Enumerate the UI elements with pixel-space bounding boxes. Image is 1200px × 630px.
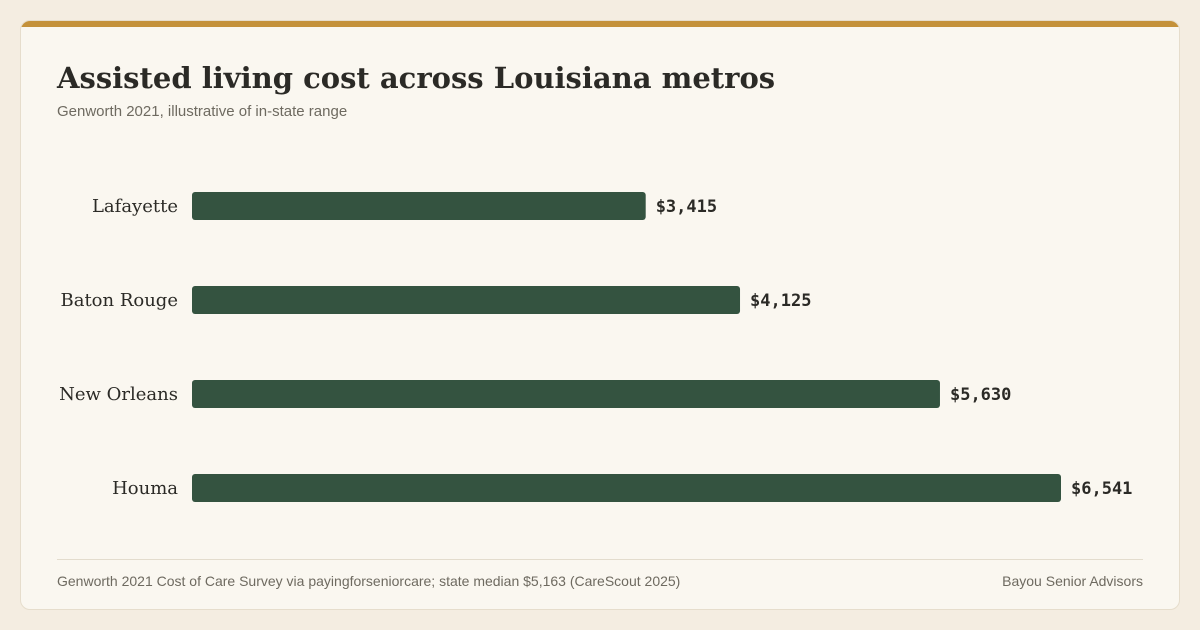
value-label-new-orleans: $5,630: [950, 385, 1011, 405]
chart-card: Assisted living cost across Louisiana me…: [20, 20, 1180, 610]
footer-brand: Bayou Senior Advisors: [1002, 573, 1143, 589]
bar-chart: Lafayette $3,415 Baton Rouge $4,125 New Orle…: [59, 192, 1132, 502]
bar-lafayette: [192, 192, 646, 220]
footer-divider: [57, 559, 1143, 560]
bar-houma: [192, 474, 1061, 502]
value-label-houma: $6,541: [1071, 479, 1132, 499]
category-label-lafayette: Lafayette: [92, 196, 178, 217]
chart-title: Assisted living cost across Louisiana me…: [57, 61, 776, 95]
chart-subtitle: Genworth 2021, illustrative of in-state …: [57, 103, 348, 120]
category-label-new-orleans: New Orleans: [59, 384, 178, 405]
footer-source-note: Genworth 2021 Cost of Care Survey via pa…: [57, 573, 681, 589]
category-label-baton-rouge: Baton Rouge: [60, 290, 178, 311]
value-label-baton-rouge: $4,125: [750, 291, 811, 311]
category-label-houma: Houma: [112, 478, 178, 499]
bar-baton-rouge: [192, 286, 741, 314]
accent-bar: [21, 21, 1179, 27]
bar-new-orleans: [192, 380, 940, 408]
value-label-lafayette: $3,415: [656, 197, 717, 217]
